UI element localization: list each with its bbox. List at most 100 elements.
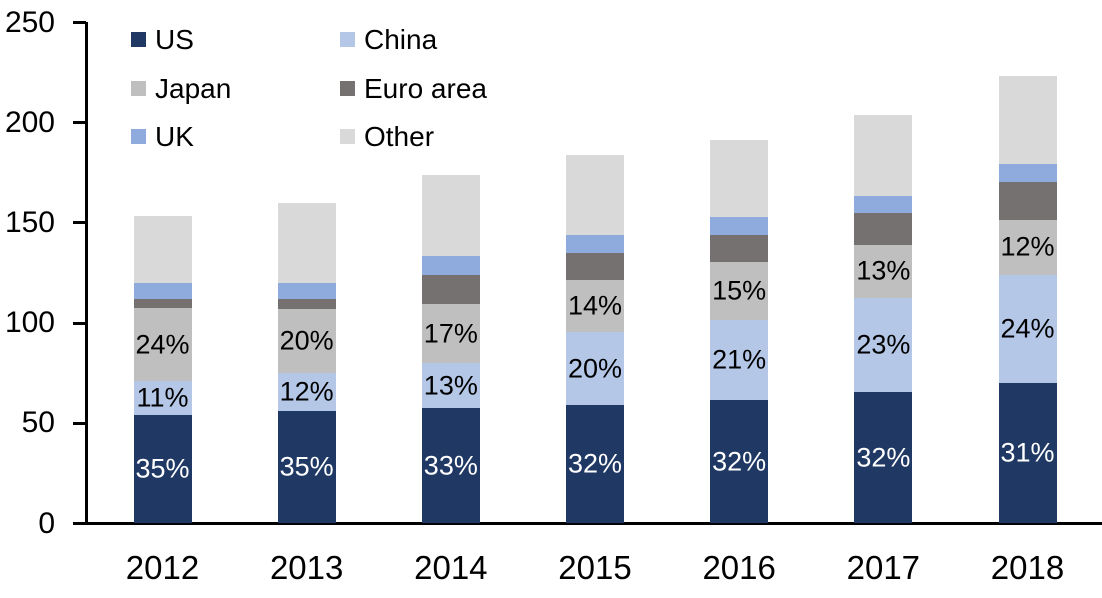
bar-segment-china	[566, 332, 624, 406]
bar-segment-japan	[133, 308, 192, 382]
bar-segment-us	[998, 383, 1057, 524]
bar-segment-china	[133, 381, 192, 416]
legend-swatch-icon	[131, 129, 146, 144]
segment-percent-label: 11%	[136, 382, 189, 413]
bar-segment-uk	[998, 163, 1057, 182]
bar-segment-uk	[277, 283, 336, 300]
legend-item-other: Other	[340, 121, 434, 152]
bar-segment-euro-area	[566, 252, 624, 280]
bar-segment-china	[277, 373, 336, 412]
bar-segment-japan	[566, 280, 624, 333]
y-tick-label: 100	[4, 306, 55, 340]
y-tick-mark	[73, 121, 86, 125]
x-tick-label: 2013	[269, 549, 344, 586]
y-tick-mark	[73, 21, 86, 24]
segment-percent-label: 32%	[567, 448, 623, 479]
legend-swatch-icon	[131, 81, 146, 96]
bar-segment-japan	[854, 244, 913, 299]
y-tick-label: 0	[38, 506, 55, 540]
segment-percent-label: 24%	[135, 329, 190, 360]
bar-segment-us	[710, 400, 769, 524]
y-tick-label: 200	[4, 105, 55, 139]
x-tick-label: 2018	[990, 549, 1065, 586]
segment-percent-label: 31%	[1000, 437, 1055, 468]
bar-segment-japan	[421, 304, 480, 364]
x-tick-label: 2016	[702, 549, 776, 586]
legend-swatch-icon	[131, 32, 146, 47]
segment-percent-label: 13%	[423, 370, 478, 401]
segment-percent-label: 20%	[567, 353, 623, 384]
bar-segment-euro-area	[133, 299, 192, 309]
x-tick-label: 2014	[414, 549, 488, 586]
bar-segment-us	[421, 408, 480, 524]
legend-swatch-icon	[340, 81, 355, 96]
bar-segment-uk	[133, 283, 192, 300]
bar-segment-other	[998, 75, 1057, 164]
bar-segment-euro-area	[277, 299, 336, 310]
legend-item-euro-area: Euro area	[340, 73, 487, 104]
bar-segment-uk	[710, 216, 769, 235]
bar-segment-china	[421, 363, 480, 409]
legend-item-us: US	[131, 24, 194, 55]
legend-label: US	[155, 23, 194, 55]
bar-segment-us	[566, 405, 624, 524]
bar-segment-other	[277, 202, 336, 284]
segment-percent-label: 23%	[856, 329, 911, 360]
bar-segment-china	[854, 298, 913, 393]
bar-segment-euro-area	[710, 234, 769, 262]
bar-segment-euro-area	[854, 212, 913, 245]
legend-label: Japan	[155, 72, 232, 104]
segment-percent-label: 17%	[423, 318, 478, 349]
bar-segment-japan	[710, 261, 769, 321]
x-tick-label: 2017	[846, 549, 921, 586]
bar-segment-other	[710, 139, 769, 217]
bar-segment-uk	[566, 234, 624, 253]
y-tick-mark	[73, 221, 86, 225]
legend-label: UK	[155, 120, 194, 152]
bar-segment-other	[133, 215, 192, 283]
segment-percent-label: 14%	[567, 290, 623, 321]
bar-segment-uk	[421, 255, 480, 275]
y-tick-mark	[73, 321, 86, 325]
bar-segment-euro-area	[421, 275, 480, 305]
legend-item-japan: Japan	[131, 73, 231, 104]
bar-segment-other	[421, 174, 480, 256]
y-tick-label: 250	[4, 5, 55, 39]
legend-label: Euro area	[364, 72, 487, 104]
legend-swatch-icon	[340, 129, 355, 144]
bar-segment-other	[854, 114, 913, 196]
segment-percent-label: 35%	[135, 453, 190, 484]
x-axis-line	[85, 522, 1102, 525]
segment-percent-label: 13%	[856, 255, 911, 286]
segment-percent-label: 32%	[856, 442, 911, 473]
segment-percent-label: 35%	[279, 451, 334, 482]
bar-segment-euro-area	[998, 181, 1057, 220]
x-tick-label: 2012	[125, 549, 200, 586]
segment-percent-label: 33%	[423, 450, 478, 481]
legend-label: China	[364, 23, 438, 55]
bar-segment-china	[710, 320, 769, 401]
bar-segment-uk	[854, 195, 913, 213]
legend-item-uk: UK	[131, 121, 194, 152]
segment-percent-label: 24%	[1000, 313, 1055, 344]
segment-percent-label: 12%	[1000, 231, 1055, 262]
bar-segment-japan	[277, 309, 336, 374]
legend-swatch-icon	[340, 32, 355, 47]
bar-segment-china	[998, 275, 1057, 384]
segment-percent-label: 15%	[712, 275, 767, 306]
bar-segment-other	[566, 154, 624, 235]
bar-segment-us	[133, 415, 192, 524]
y-axis-line	[85, 22, 88, 525]
segment-percent-label: 20%	[279, 325, 334, 356]
segment-percent-label: 21%	[712, 344, 767, 375]
y-tick-mark	[73, 421, 86, 425]
segment-percent-label: 12%	[279, 376, 334, 407]
bar-segment-us	[277, 411, 336, 524]
legend-item-china: China	[340, 24, 437, 55]
legend-label: Other	[364, 120, 435, 152]
bar-segment-us	[854, 392, 913, 524]
y-tick-mark	[73, 522, 86, 525]
x-tick-label: 2015	[558, 549, 632, 586]
bar-segment-japan	[998, 219, 1057, 275]
